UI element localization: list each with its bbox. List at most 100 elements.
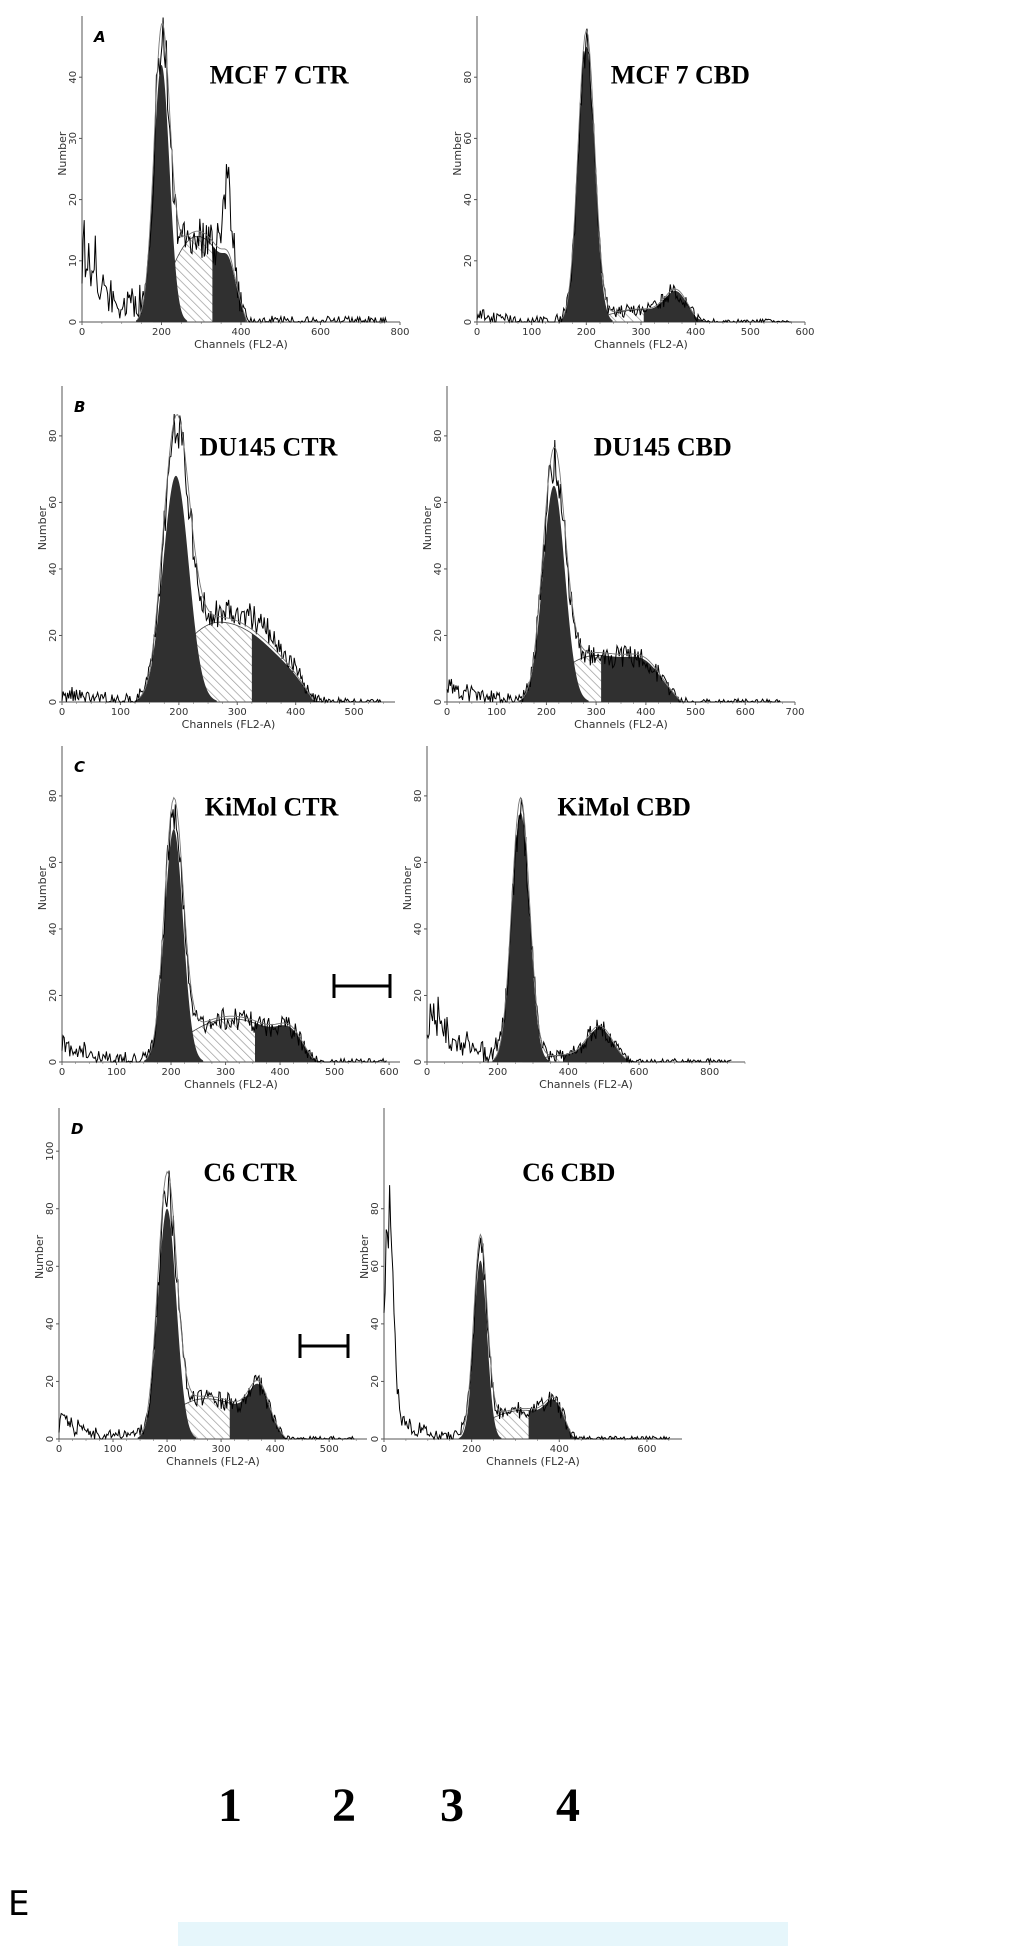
x-tick-label: 0 <box>424 1067 430 1078</box>
x-axis-label: Channels (FL2-A) <box>166 1455 260 1468</box>
bracket-marker-c <box>332 974 392 998</box>
y-tick-label: 40 <box>68 71 79 84</box>
g1-peak <box>144 829 204 1062</box>
x-tick-label: 300 <box>212 1444 231 1455</box>
histogram-du145-cbd: 0 20 40 60 80 0 100 200 300 400 500 600 700 Channels … <box>421 386 805 731</box>
histogram-kimol-ctr: 0 20 40 60 80 0 100 200 300 400 500 600 Channels (FL… <box>36 746 400 1091</box>
x-tick-label: 500 <box>345 707 364 718</box>
lane-label-2: 2 <box>332 1779 356 1832</box>
fit-envelope <box>145 796 314 1060</box>
raw-histogram-trace <box>446 439 781 704</box>
y-tick-label: 100 <box>45 1142 56 1161</box>
x-tick-label: 400 <box>686 327 705 338</box>
y-axis-label: Number <box>33 1234 46 1279</box>
y-tick-label: 60 <box>413 856 424 869</box>
x-tick-label: 100 <box>111 707 130 718</box>
g2-peak <box>601 655 691 702</box>
y-tick-label: 40 <box>433 563 444 576</box>
y-tick-label: 80 <box>48 790 59 803</box>
y-tick-label: 80 <box>413 790 424 803</box>
g1-peak <box>492 812 549 1062</box>
panel-letter: C <box>74 758 85 776</box>
panel-letter: D <box>71 1120 83 1138</box>
fit-envelope <box>139 1170 286 1438</box>
raw-histogram-trace <box>476 28 792 324</box>
fit-envelope <box>561 28 695 320</box>
y-tick-label: 60 <box>48 856 59 869</box>
y-tick-label: 80 <box>370 1202 381 1215</box>
x-tick-label: 200 <box>577 327 596 338</box>
y-tick-label: 80 <box>433 430 444 443</box>
x-axis-label: Channels (FL2-A) <box>594 338 688 351</box>
y-tick-label: 60 <box>48 496 59 509</box>
raw-histogram-trace <box>61 413 382 704</box>
x-tick-label: 300 <box>228 707 247 718</box>
y-tick-label: 0 <box>48 699 59 705</box>
y-tick-label: 20 <box>68 193 79 206</box>
x-tick-label: 400 <box>231 327 250 338</box>
y-tick-label: 80 <box>48 430 59 443</box>
raw-histogram-trace <box>426 798 732 1064</box>
x-tick-label: 600 <box>380 1067 399 1078</box>
g1-peak <box>134 475 218 702</box>
raw-histogram-trace <box>58 1170 355 1441</box>
y-tick-label: 10 <box>68 254 79 267</box>
histogram-du145-ctr: 0 20 40 60 80 0 100 200 300 400 500 Channels (FL2-A… <box>36 386 395 731</box>
y-axis-label: Number <box>421 506 434 551</box>
x-tick-label: 500 <box>325 1067 344 1078</box>
y-tick-label: 0 <box>413 1059 424 1065</box>
panel-title: KiMol CTR <box>205 793 339 822</box>
fit-envelope <box>493 796 625 1060</box>
x-tick-label: 200 <box>488 1067 507 1078</box>
x-tick-label: 0 <box>381 1444 387 1455</box>
panel-title: KiMol CBD <box>557 793 691 822</box>
lane-label-3: 3 <box>440 1779 464 1832</box>
histogram-mcf7-cbd: 0 20 40 60 80 0 100 200 300 400 500 600 Channels (FL… <box>451 16 815 351</box>
gel-strip <box>178 1922 788 1946</box>
panel-title: MCF 7 CTR <box>210 60 349 89</box>
y-tick-label: 40 <box>413 923 424 936</box>
x-tick-label: 0 <box>444 707 450 718</box>
y-tick-label: 60 <box>433 496 444 509</box>
y-tick-label: 20 <box>413 989 424 1002</box>
x-axis-label: Channels (FL2-A) <box>184 1078 278 1091</box>
x-tick-label: 200 <box>152 327 171 338</box>
g2-peak <box>229 1383 289 1439</box>
y-axis-label: Number <box>401 866 414 911</box>
x-tick-label: 300 <box>216 1067 235 1078</box>
y-tick-label: 0 <box>45 1436 56 1442</box>
g1-peak <box>459 1260 502 1439</box>
g2-peak <box>212 245 246 322</box>
x-tick-label: 200 <box>537 707 556 718</box>
x-tick-label: 100 <box>487 707 506 718</box>
panel-letter: A <box>93 28 106 46</box>
y-tick-label: 20 <box>463 254 474 267</box>
bracket-marker-d <box>298 1334 350 1358</box>
x-tick-label: 400 <box>266 1444 285 1455</box>
panel-title: C6 CTR <box>203 1158 296 1187</box>
x-tick-label: 400 <box>636 707 655 718</box>
g1-peak <box>136 64 187 323</box>
y-tick-label: 20 <box>48 629 59 642</box>
x-tick-label: 600 <box>637 1444 656 1455</box>
y-tick-label: 20 <box>45 1375 56 1388</box>
x-tick-label: 600 <box>795 327 814 338</box>
x-tick-label: 400 <box>271 1067 290 1078</box>
x-tick-label: 300 <box>631 327 650 338</box>
x-tick-label: 0 <box>474 327 480 338</box>
y-tick-label: 0 <box>48 1059 59 1065</box>
x-tick-label: 400 <box>286 707 305 718</box>
y-tick-label: 30 <box>68 132 79 145</box>
x-tick-label: 300 <box>587 707 606 718</box>
x-tick-label: 0 <box>79 327 85 338</box>
y-tick-label: 80 <box>45 1202 56 1215</box>
x-tick-label: 800 <box>390 327 409 338</box>
x-tick-label: 800 <box>700 1067 719 1078</box>
lane-label-1: 1 <box>218 1779 242 1832</box>
g1-peak <box>137 1208 197 1439</box>
panel-e-letter: E <box>8 1884 30 1924</box>
x-axis-label: Channels (FL2-A) <box>574 718 668 731</box>
panel-title: MCF 7 CBD <box>611 60 750 89</box>
